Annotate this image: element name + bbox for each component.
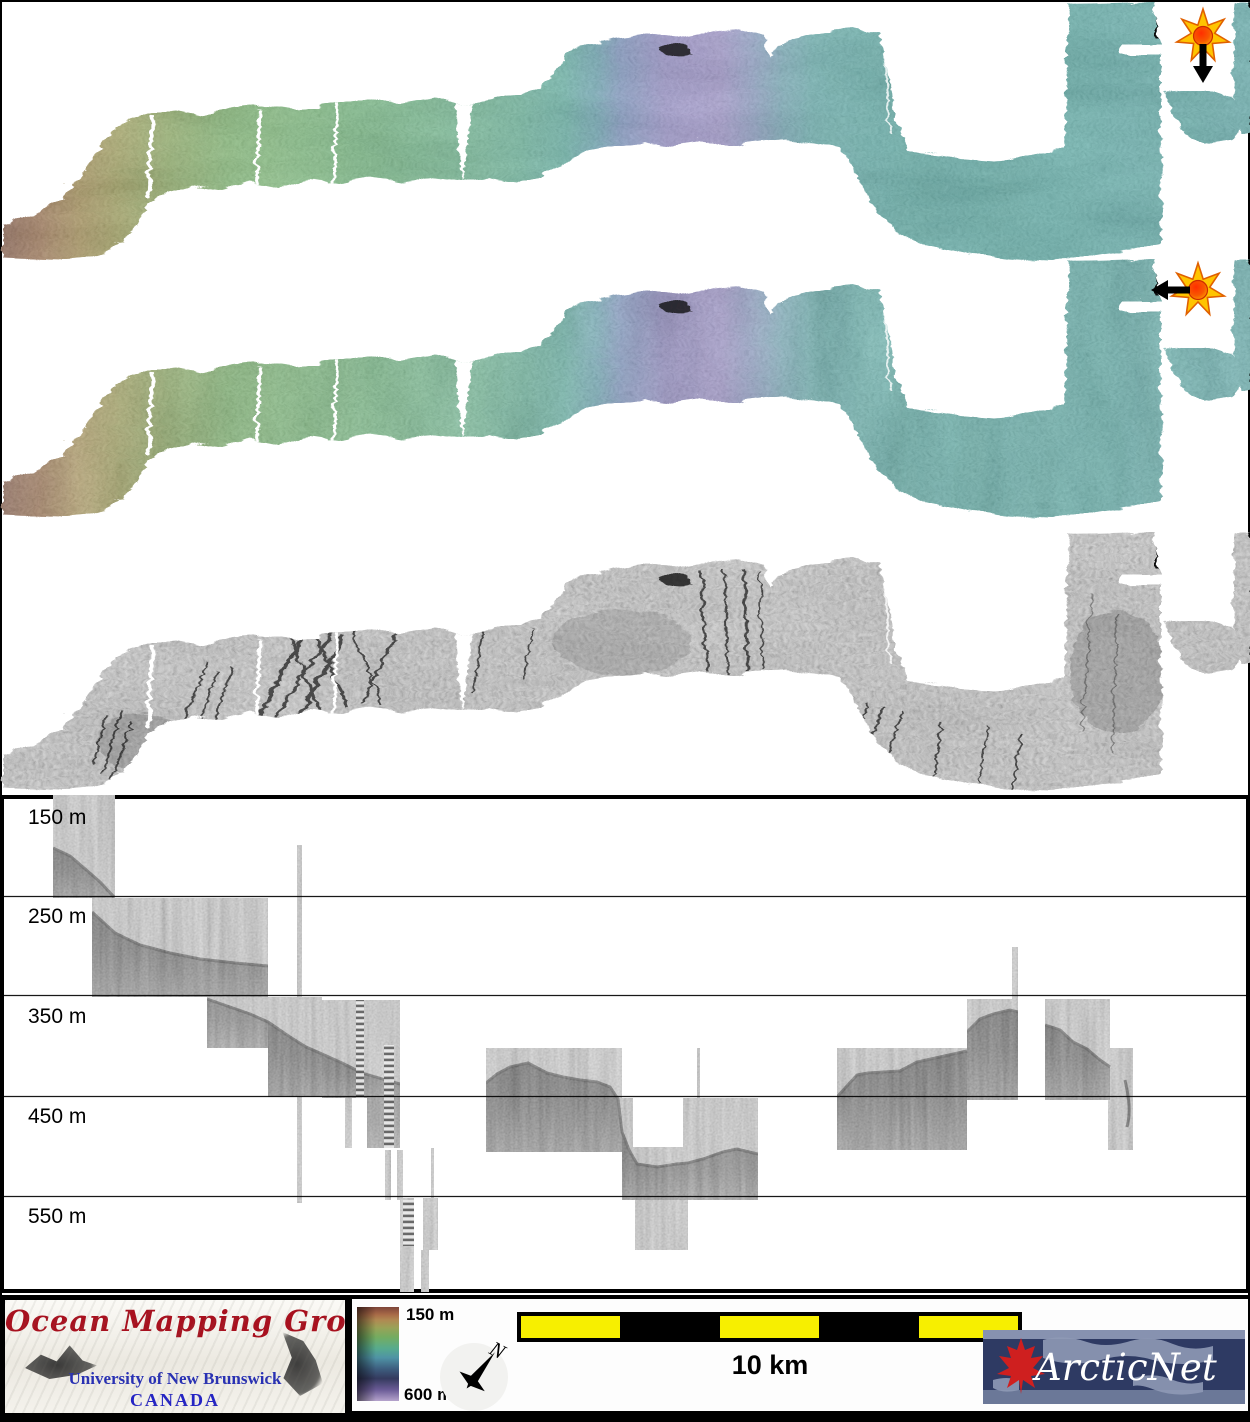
omg-logo: Ocean Mapping Group University of New Br… bbox=[5, 1300, 345, 1413]
north-arrow-compass: N bbox=[440, 1336, 510, 1411]
backscatter-panel bbox=[0, 530, 1250, 788]
subbottom-profile-panel: 150 m 250 m 350 m 450 m 550 m bbox=[0, 795, 1250, 1293]
omg-logo-title: Ocean Mapping Group bbox=[5, 1304, 345, 1338]
data-gap bbox=[633, 1098, 683, 1147]
depth-label-150m: 150 m bbox=[28, 806, 86, 829]
depth-label-550m: 550 m bbox=[28, 1205, 86, 1228]
scale-bar-label: 10 km bbox=[731, 1350, 809, 1380]
depth-label-450m: 450 m bbox=[28, 1105, 86, 1128]
arcticnet-logo-text: ArcticNet bbox=[1032, 1346, 1217, 1389]
omg-logo-country: CANADA bbox=[130, 1390, 220, 1410]
bathymetry-panel-2 bbox=[0, 257, 1250, 515]
map-panels-svg bbox=[0, 0, 1250, 788]
footer-bar: Ocean Mapping Group University of New Br… bbox=[0, 1295, 1250, 1422]
omg-sketch-icon bbox=[282, 1332, 323, 1396]
depth-label-350m: 350 m bbox=[28, 1005, 86, 1028]
arcticnet-logo: ArcticNet bbox=[983, 1330, 1245, 1404]
illumination-arrow-left-icon bbox=[1151, 280, 1190, 300]
scale-bar-segment bbox=[521, 1316, 621, 1338]
illumination-arrow-down-icon bbox=[1193, 44, 1213, 83]
color-scale-top-label: 150 m bbox=[406, 1305, 455, 1324]
scale-bar-segment bbox=[819, 1316, 919, 1338]
depth-label-250m: 250 m bbox=[28, 905, 86, 928]
bathymetry-panel-1 bbox=[0, 0, 1250, 258]
omg-sketch-icon bbox=[25, 1345, 97, 1379]
scale-bar-segment bbox=[620, 1316, 720, 1338]
sun-illumination-icon bbox=[1151, 262, 1226, 316]
sun-illumination-icon bbox=[1175, 8, 1231, 83]
color-scale-bottom-label: 600 m bbox=[404, 1385, 453, 1404]
depth-color-scale bbox=[357, 1307, 399, 1401]
scale-bar-segment bbox=[719, 1316, 820, 1338]
depth-gridlines bbox=[4, 895, 1246, 1198]
omg-logo-institution: University of New Brunswick bbox=[68, 1369, 282, 1388]
map-scale-bar bbox=[517, 1312, 1022, 1342]
maple-leaf-icon bbox=[997, 1338, 1045, 1394]
